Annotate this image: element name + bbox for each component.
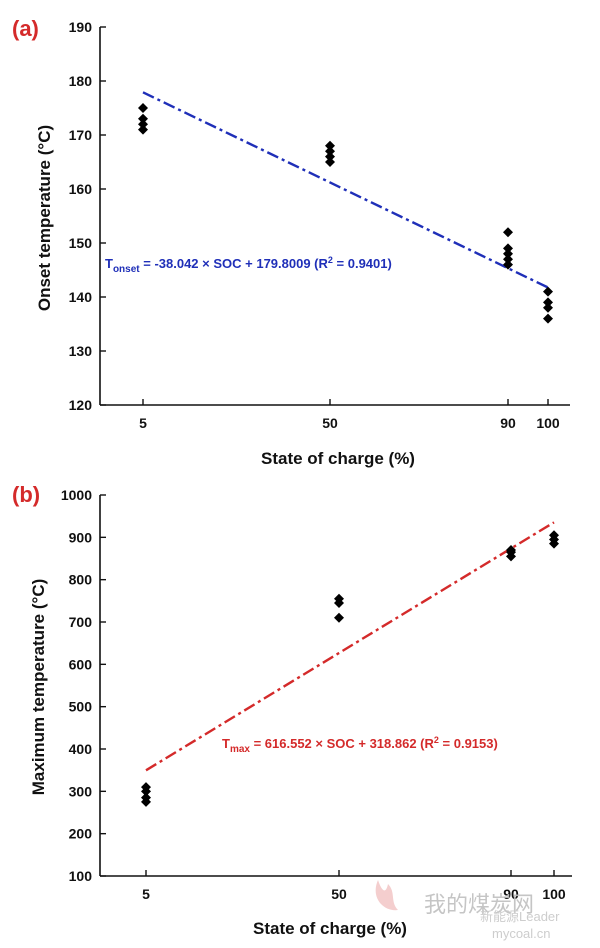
panel-b: (b) State of charge (%) Maximum temperat…: [12, 482, 572, 938]
y-tick-label: 800: [69, 572, 93, 588]
panel-b-eq-rhs: = 616.552 × SOC + 318.862 (R: [250, 736, 435, 751]
data-point: [138, 113, 148, 124]
data-point: [503, 259, 513, 270]
x-tick-label: 5: [139, 415, 147, 431]
y-tick-label: 120: [69, 397, 93, 413]
panel-b-label: (b): [12, 482, 40, 507]
y-tick-label: 500: [69, 699, 93, 715]
y-tick-label: 160: [69, 181, 93, 197]
y-tick-label: 130: [69, 343, 93, 359]
x-tick-label: 100: [536, 415, 560, 431]
y-tick-label: 900: [69, 529, 93, 545]
data-point: [503, 248, 513, 259]
data-point: [325, 157, 335, 167]
panel-b-eq-sup: 2: [434, 735, 439, 745]
watermark-url-text: mycoal.cn: [492, 926, 551, 941]
panel-b-points: [141, 530, 559, 807]
x-tick-label: 100: [542, 886, 566, 902]
panel-b-axes: [99, 495, 572, 877]
data-point: [325, 146, 335, 157]
x-tick-label: 90: [503, 886, 519, 902]
y-tick-label: 700: [69, 614, 93, 630]
data-point: [549, 530, 559, 541]
data-point: [503, 243, 513, 254]
x-tick-label: 5: [142, 886, 150, 902]
panel-a-axes: [99, 27, 570, 406]
panel-a-eq-sub: onset: [113, 264, 140, 275]
fit-line: [142, 91, 549, 289]
panel-b-y-axis-title: Maximum temperature (°C): [29, 579, 48, 796]
y-tick-label: 100: [69, 868, 93, 884]
panel-a-x-axis-title: State of charge (%): [261, 449, 415, 468]
y-tick-label: 200: [69, 826, 93, 842]
data-point: [334, 612, 344, 623]
y-tick-label: 1000: [61, 487, 92, 503]
panel-b-eq-lhs: T: [222, 736, 230, 751]
panel-a-eq-tail: = 0.9401): [333, 256, 392, 271]
x-tick-label: 50: [331, 886, 347, 902]
y-tick-label: 140: [69, 289, 93, 305]
data-point: [138, 119, 148, 130]
panel-b-x-axis-title: State of charge (%): [253, 919, 407, 938]
panel-a-eq-sup: 2: [328, 255, 333, 265]
data-point: [141, 792, 151, 803]
panel-a-eq-lhs: T: [105, 256, 113, 271]
panel-b-fit-line: [145, 521, 555, 772]
data-point: [543, 286, 553, 297]
data-point: [503, 227, 513, 238]
panel-b-equation: Tmax = 616.552 × SOC + 318.862 (R2 = 0.9…: [222, 735, 498, 755]
data-point: [543, 313, 553, 324]
panel-a-eq-rhs: = -38.042 × SOC + 179.8009 (R: [140, 256, 329, 271]
data-point: [334, 593, 344, 604]
x-tick-label: 90: [500, 415, 516, 431]
y-tick-label: 600: [69, 656, 93, 672]
y-tick-label: 150: [69, 235, 93, 251]
flame-logo-icon: [375, 880, 398, 911]
panel-a: (a) State of charge (%) Onset temperatur…: [12, 16, 570, 468]
panel-b-eq-tail: = 0.9153): [439, 736, 498, 751]
panel-a-ticks: 120 130 140 150 160 170 180 190 5 50 90 100: [69, 19, 560, 431]
data-point: [506, 545, 516, 556]
panel-a-label: (a): [12, 16, 39, 41]
data-point: [325, 140, 335, 151]
y-tick-label: 400: [69, 741, 93, 757]
data-point: [138, 124, 148, 135]
data-point: [543, 302, 553, 313]
watermark: 我的煤炭网 新能源Leader mycoal.cn: [375, 880, 560, 941]
panel-a-points: [138, 103, 553, 324]
y-tick-label: 170: [69, 127, 93, 143]
panel-a-equation: Tonset = -38.042 × SOC + 179.8009 (R2 = …: [105, 255, 392, 275]
y-tick-label: 300: [69, 783, 93, 799]
data-point: [543, 297, 553, 308]
watermark-cn-text: 我的煤炭网: [424, 892, 534, 917]
panel-b-eq-sub: max: [230, 744, 250, 755]
data-point: [141, 782, 151, 793]
fit-line: [145, 521, 555, 772]
y-tick-label: 190: [69, 19, 93, 35]
panel-a-y-axis-title: Onset temperature (°C): [35, 125, 54, 311]
panel-b-ticks: 100 200 300 400 500 600 700 800 900 1000 5 50 90 100: [61, 487, 566, 902]
data-point: [138, 103, 148, 113]
data-point: [503, 254, 513, 265]
watermark-source-text: 新能源Leader: [480, 909, 560, 924]
x-tick-label: 50: [322, 415, 338, 431]
panel-a-fit-line: [142, 91, 549, 289]
data-point: [325, 151, 335, 162]
y-tick-label: 180: [69, 73, 93, 89]
